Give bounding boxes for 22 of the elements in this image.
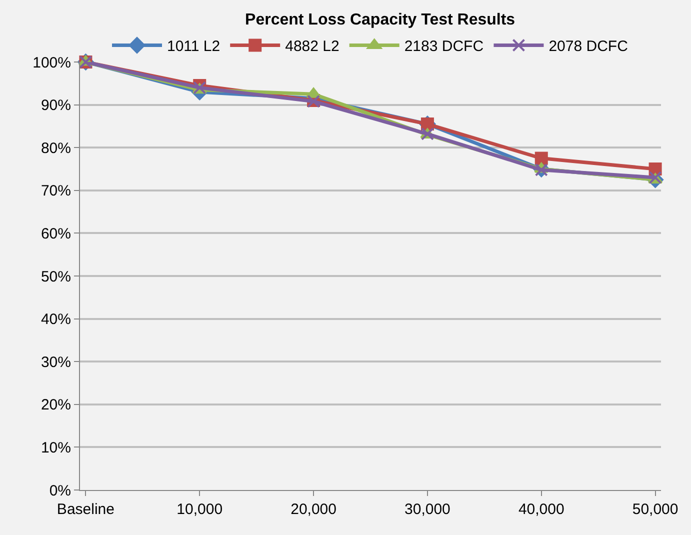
- y-tick-label: 30%: [40, 354, 71, 371]
- x-tick-label: Baseline: [56, 501, 114, 518]
- x-tick-label: 40,000: [518, 501, 564, 518]
- y-tick-label: 60%: [40, 225, 71, 242]
- y-tick-label: 70%: [40, 182, 71, 200]
- y-tick-label: 100%: [32, 54, 71, 72]
- y-tick-label: 20%: [40, 396, 71, 414]
- legend-label: 2183 DCFC: [404, 38, 484, 56]
- x-tick-label: 30,000: [404, 501, 450, 518]
- y-tick-label: 10%: [40, 439, 71, 456]
- x-tick-label: 20,000: [290, 501, 336, 518]
- y-tick-label: 50%: [40, 268, 71, 286]
- y-tick-label: 40%: [40, 311, 71, 328]
- legend-label: 2078 DCFC: [548, 38, 628, 56]
- legend-label: 1011 L2: [167, 38, 220, 56]
- legend-label: 4882 L2: [285, 38, 340, 56]
- x-tick-label: 50,000: [632, 501, 678, 518]
- y-tick-label: 90%: [40, 97, 71, 114]
- x-tick-label: 10,000: [176, 501, 223, 518]
- y-tick-label: 0%: [49, 482, 71, 500]
- chart-title: Percent Loss Capacity Test Results: [245, 12, 516, 29]
- y-tick-label: 80%: [40, 140, 71, 157]
